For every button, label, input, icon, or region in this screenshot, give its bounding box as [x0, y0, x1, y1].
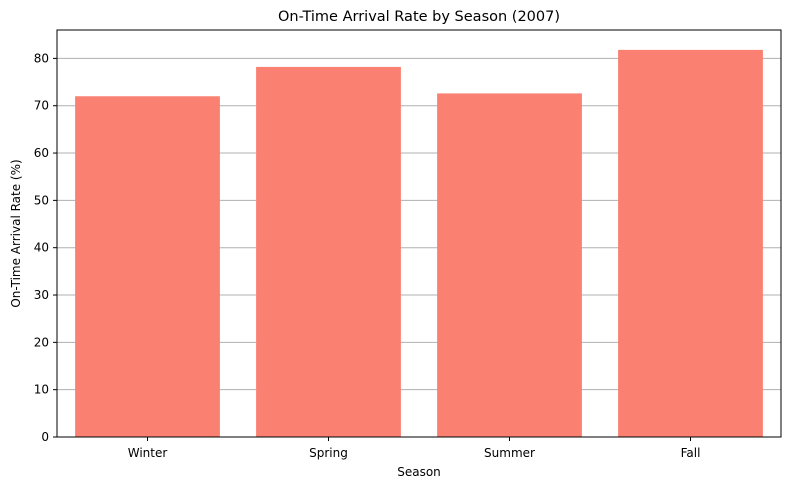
y-tick-label: 60: [34, 146, 49, 160]
y-tick-label: 50: [34, 193, 49, 207]
y-tick-label: 20: [34, 335, 49, 349]
y-tick-label: 40: [34, 241, 49, 255]
bar-spring: [256, 66, 401, 438]
x-axis-ticks: Winter Spring Summer Fall: [128, 437, 701, 460]
bar-summer: [437, 93, 582, 437]
y-axis-ticks: 0 10 20 30 40 50 60 70 80: [34, 51, 57, 444]
y-tick-label: 10: [34, 383, 49, 397]
x-tick-label: Spring: [309, 446, 348, 460]
y-axis-title: On-Time Arrival Rate (%): [9, 159, 23, 307]
x-axis-title: Season: [397, 465, 441, 479]
x-tick-label: Winter: [128, 446, 168, 460]
y-tick-label: 80: [34, 51, 49, 65]
y-tick-label: 30: [34, 288, 49, 302]
x-tick-label: Summer: [484, 446, 535, 460]
bar-fall: [618, 49, 763, 438]
plot-frame: [56, 29, 782, 438]
bar-winter: [75, 96, 220, 438]
y-tick-label: 70: [34, 99, 49, 113]
bars: [75, 49, 763, 438]
y-tick-label: 0: [41, 430, 49, 444]
chart-title: On-Time Arrival Rate by Season (2007): [278, 9, 560, 25]
x-tick-label: Fall: [681, 446, 701, 460]
